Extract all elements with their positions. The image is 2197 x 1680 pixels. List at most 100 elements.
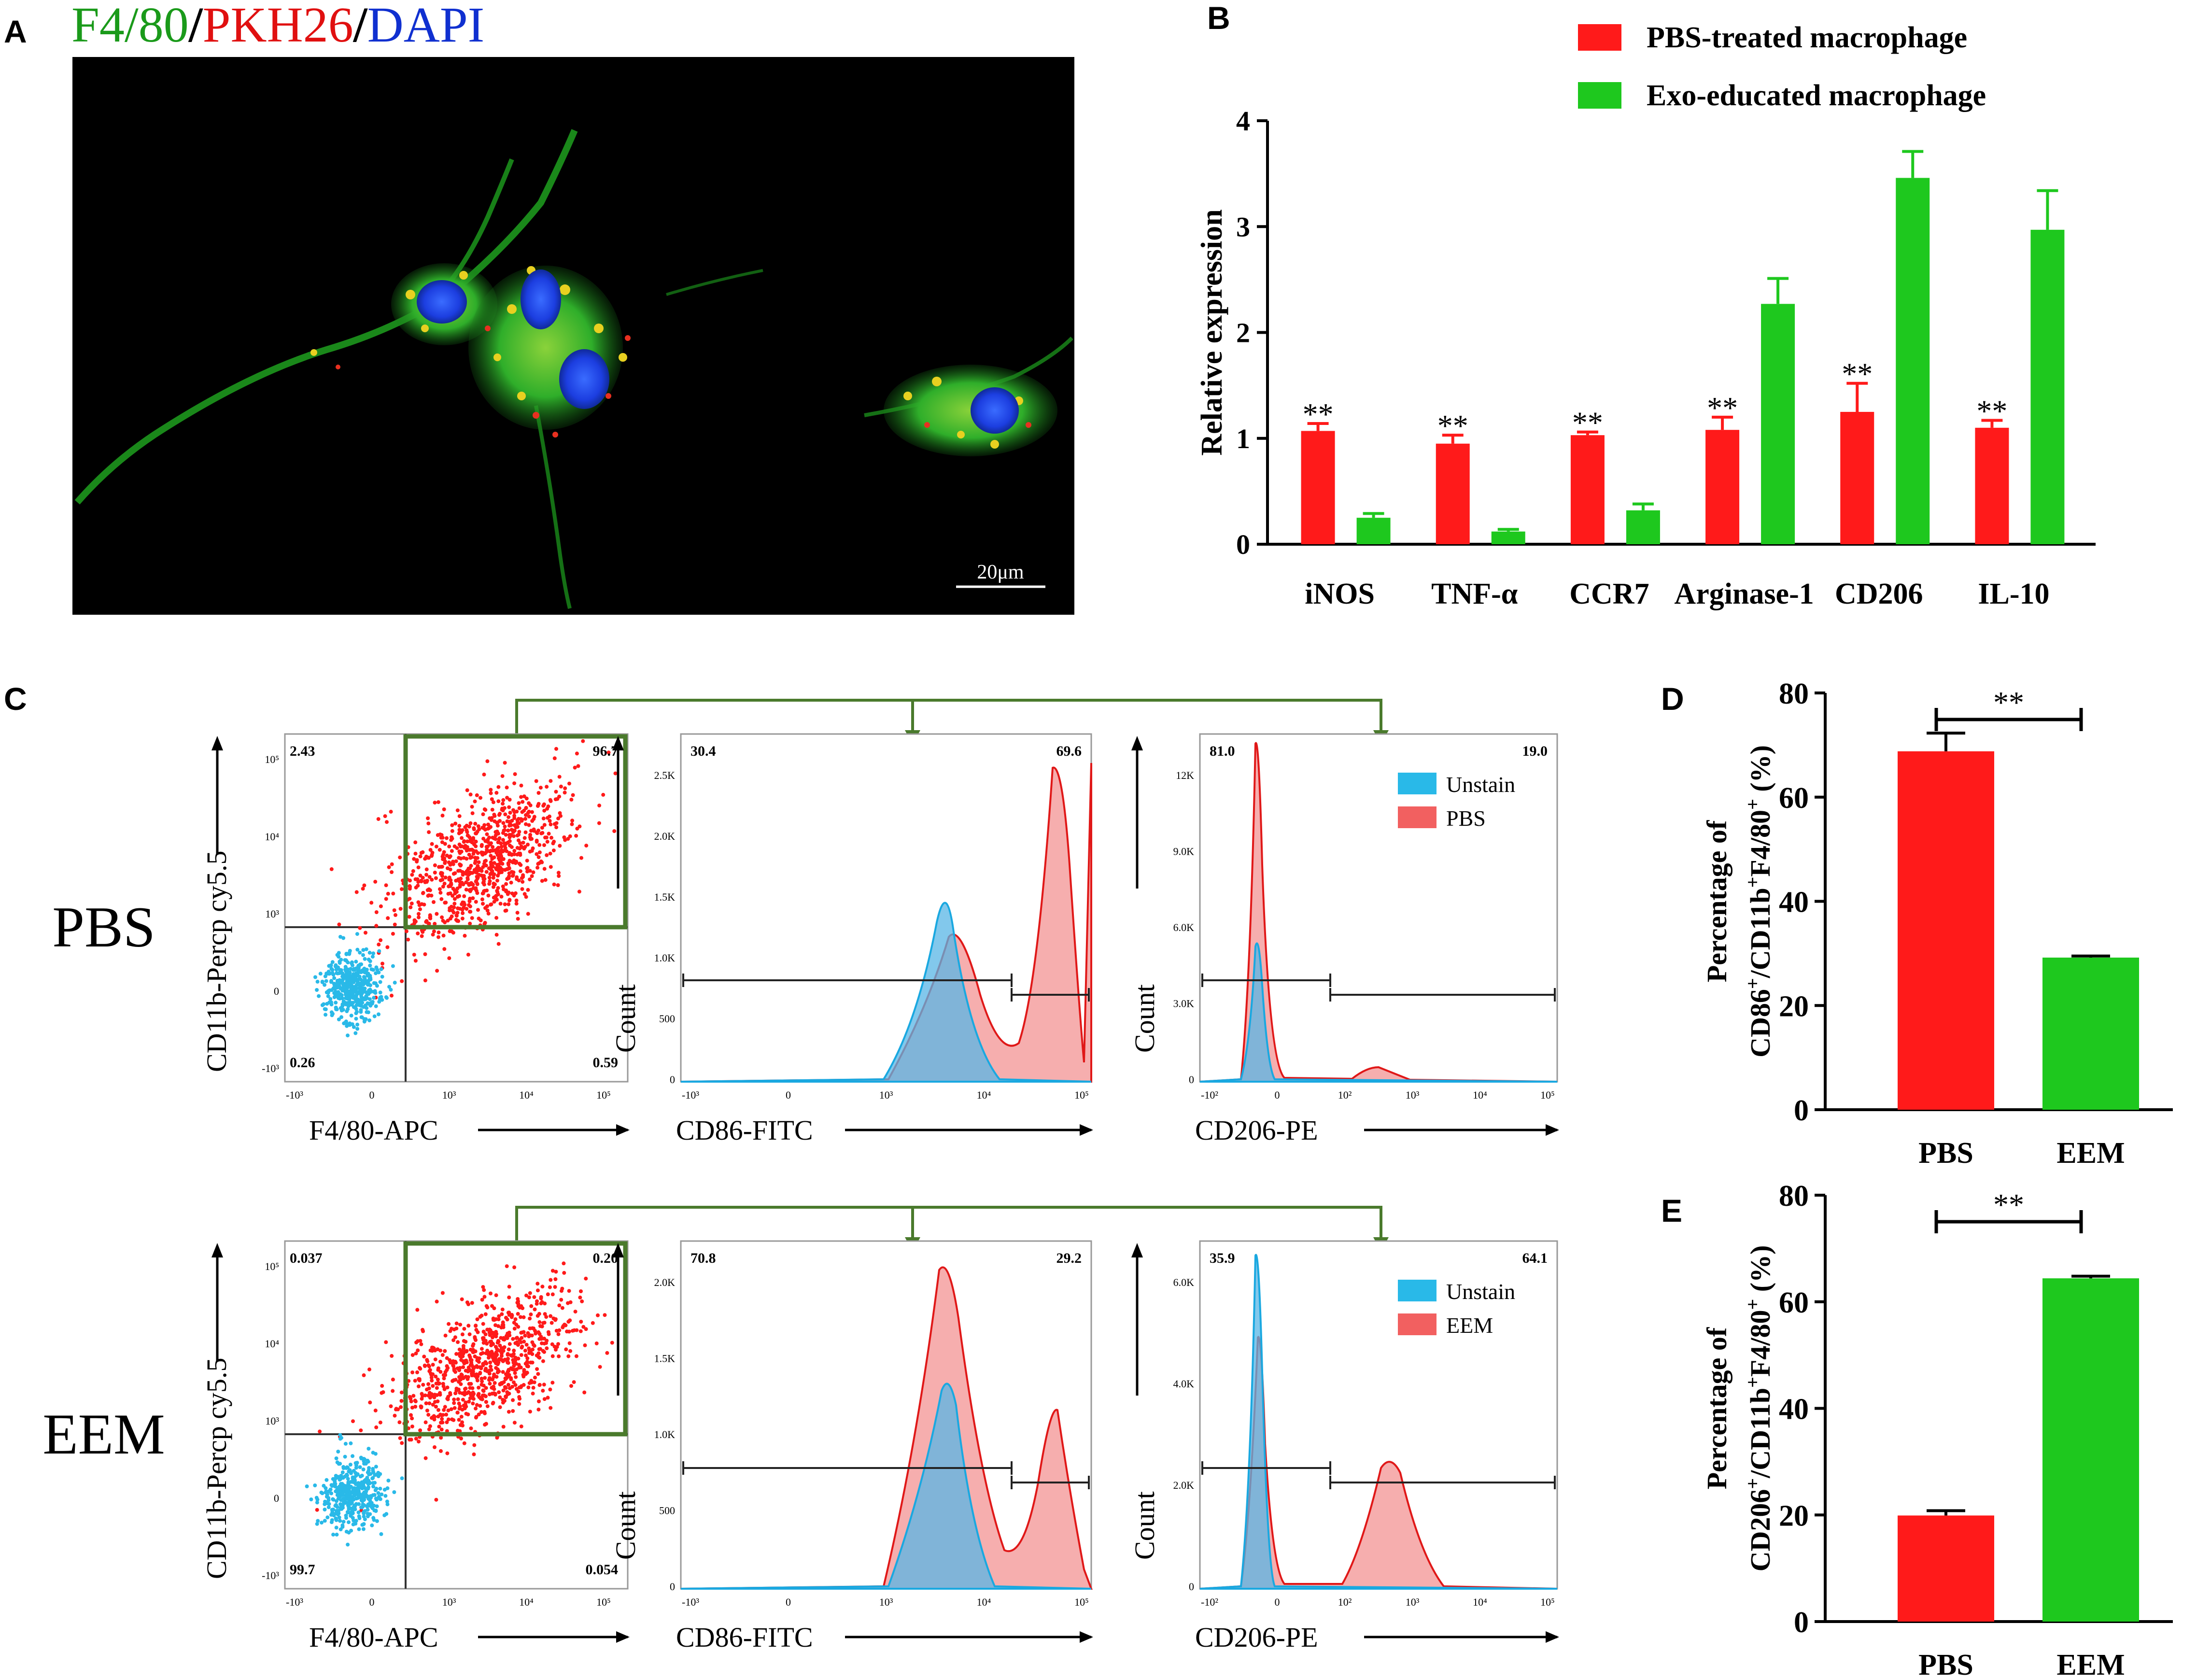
event-dot xyxy=(527,801,531,805)
event-dot xyxy=(453,1391,458,1396)
event-dot xyxy=(450,1417,454,1422)
event-dot xyxy=(532,817,536,821)
event-dot xyxy=(507,805,511,809)
event-dot xyxy=(452,1406,457,1410)
event-dot xyxy=(338,978,342,982)
event-dot xyxy=(443,1333,448,1338)
event-dot xyxy=(554,747,558,751)
event-dot xyxy=(339,993,344,997)
x-tick-label: -10³ xyxy=(286,1596,303,1608)
event-dot xyxy=(484,1367,488,1371)
event-dot xyxy=(349,1441,353,1445)
event-dot xyxy=(423,1420,428,1425)
event-dot xyxy=(542,843,546,847)
event-dot xyxy=(474,1415,478,1420)
event-dot xyxy=(488,1382,492,1386)
event-dot xyxy=(420,1392,424,1396)
event-dot xyxy=(378,980,382,984)
event-dot xyxy=(329,1491,334,1496)
event-dot xyxy=(552,756,557,761)
event-dot xyxy=(359,1001,364,1005)
event-dot xyxy=(348,1463,352,1467)
event-dot xyxy=(359,962,364,966)
bar xyxy=(1570,435,1605,544)
event-dot xyxy=(537,1355,542,1360)
event-dot xyxy=(443,1405,447,1409)
event-dot xyxy=(438,1393,442,1397)
event-dot xyxy=(349,1514,353,1518)
y-tick-label: 1.5K xyxy=(654,1353,676,1365)
event-dot xyxy=(467,1382,471,1386)
event-dot xyxy=(507,815,511,819)
event-dot xyxy=(421,930,425,934)
event-dot xyxy=(561,1325,565,1329)
event-dot xyxy=(375,984,379,988)
event-dot xyxy=(501,1370,505,1374)
event-dot xyxy=(496,942,501,946)
event-dot xyxy=(542,823,547,827)
event-dot xyxy=(501,1398,505,1402)
event-dot xyxy=(349,1496,353,1501)
stain-dapi: DAPI xyxy=(367,0,485,53)
event-dot xyxy=(338,1527,343,1532)
event-dot xyxy=(469,863,473,868)
event-dot xyxy=(347,992,352,997)
event-dot xyxy=(369,989,373,993)
event-dot xyxy=(535,1313,540,1318)
y-tick-label: 10⁵ xyxy=(265,1260,279,1272)
event-dot xyxy=(356,1496,360,1500)
event-dot xyxy=(526,888,530,892)
event-dot xyxy=(408,1438,412,1442)
event-dot xyxy=(409,1413,413,1417)
event-dot xyxy=(440,840,444,845)
event-dot xyxy=(571,1328,575,1333)
event-dot xyxy=(461,911,465,915)
event-dot xyxy=(315,1500,319,1505)
event-dot xyxy=(340,1491,344,1496)
event-dot xyxy=(416,1348,420,1353)
event-dot xyxy=(526,843,530,847)
event-dot xyxy=(471,837,475,841)
event-dot xyxy=(466,866,471,871)
event-dot xyxy=(421,1383,425,1387)
micrograph-cells xyxy=(74,129,1073,609)
x-axis-arrowhead xyxy=(616,1124,630,1136)
event-dot xyxy=(334,1001,338,1005)
event-dot xyxy=(466,1365,471,1369)
event-dot xyxy=(559,1289,563,1293)
event-dot xyxy=(503,902,507,906)
event-dot xyxy=(416,880,421,884)
quadrant-ur: 96.7 xyxy=(593,743,619,759)
event-dot xyxy=(346,1033,350,1038)
event-dot xyxy=(347,952,352,956)
event-dot xyxy=(423,952,427,956)
event-dot xyxy=(423,1393,427,1398)
event-dot xyxy=(509,1366,513,1370)
event-dot xyxy=(530,810,534,814)
y-tick-label: 4 xyxy=(1236,105,1250,137)
event-dot xyxy=(482,807,487,811)
event-dot xyxy=(382,1487,387,1492)
event-dot xyxy=(341,936,346,940)
event-dot xyxy=(512,848,517,853)
label-part: /CD11b xyxy=(1745,1388,1776,1479)
event-dot xyxy=(440,874,444,878)
event-dot xyxy=(541,1388,545,1393)
event-dot xyxy=(468,792,473,797)
event-dot xyxy=(419,1405,423,1410)
event-dot xyxy=(332,982,337,987)
event-dot xyxy=(475,1403,479,1407)
event-dot xyxy=(501,884,505,889)
event-dot xyxy=(446,1408,451,1412)
event-dot xyxy=(516,1312,520,1316)
x-tick-label: 0 xyxy=(1275,1596,1280,1608)
event-dot xyxy=(487,1378,491,1382)
event-dot xyxy=(556,1342,560,1346)
event-dot xyxy=(549,1321,554,1325)
event-dot xyxy=(374,924,379,928)
event-dot xyxy=(362,1457,366,1461)
event-dot xyxy=(537,1320,542,1324)
event-dot xyxy=(416,932,420,935)
event-dot xyxy=(399,1405,403,1409)
event-dot xyxy=(503,812,507,817)
